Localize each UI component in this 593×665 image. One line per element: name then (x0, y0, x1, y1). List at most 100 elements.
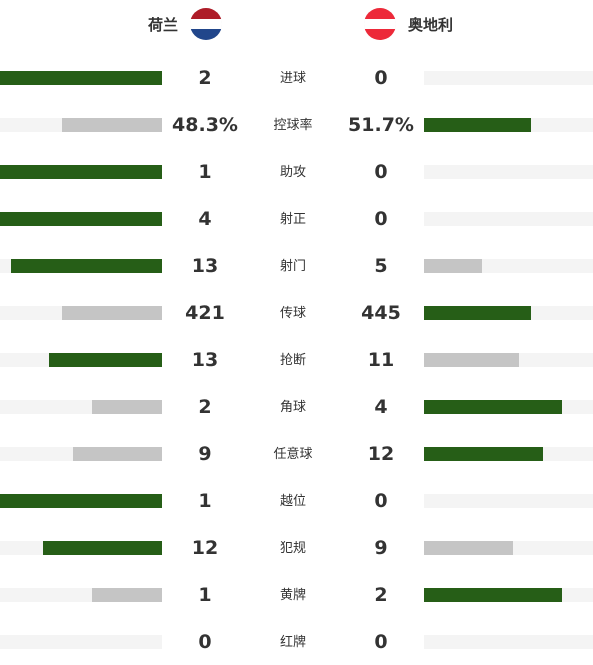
stat-label: 助攻 (279, 165, 306, 180)
home-stat-bar-track (0, 71, 162, 85)
home-stat-value: 9 (198, 443, 212, 465)
home-stat-value: 13 (191, 255, 219, 277)
away-stat-bar-track (424, 541, 593, 555)
away-stat-bar (424, 400, 563, 414)
stat-row: 48.3% 控球率 51.7% (0, 114, 593, 138)
away-stat-bar-track (424, 118, 593, 132)
home-stat-bar-track (0, 541, 162, 555)
home-stat-bar (73, 447, 162, 461)
away-stat-bar (424, 259, 482, 273)
home-stat-value: 1 (198, 490, 212, 512)
stat-label: 犯规 (279, 541, 306, 556)
home-stat-bar-track (0, 306, 162, 320)
austria-flag-icon (364, 8, 396, 40)
stat-row: 2 进球 0 (0, 67, 593, 91)
home-stat-value: 1 (198, 584, 212, 606)
home-stat-bar-track (0, 259, 162, 273)
away-team-name: 奥地利 (408, 15, 454, 34)
away-stat-value: 11 (367, 349, 395, 371)
stat-label: 任意球 (273, 447, 313, 462)
home-stat-bar (62, 118, 162, 132)
home-stat-bar-track (0, 635, 162, 649)
home-stat-bar-track (0, 447, 162, 461)
stat-row: 13 射门 5 (0, 255, 593, 279)
away-stat-bar-track (424, 165, 593, 179)
stat-row: 13 抢断 11 (0, 349, 593, 373)
home-stat-value: 2 (198, 396, 212, 418)
away-stat-value: 0 (374, 208, 388, 230)
away-stat-bar (424, 306, 531, 320)
away-stat-value: 4 (374, 396, 388, 418)
away-stat-bar (424, 447, 543, 461)
stat-row: 4 射正 0 (0, 208, 593, 232)
home-team-header: 荷兰 (0, 8, 222, 40)
home-stat-value: 4 (198, 208, 212, 230)
home-stat-bar-track (0, 588, 162, 602)
home-stat-value: 2 (198, 67, 212, 89)
home-stat-bar (42, 541, 162, 555)
away-stat-value: 0 (374, 67, 388, 89)
flag-stripe-bottom (190, 29, 222, 40)
stat-label: 射门 (279, 259, 306, 274)
netherlands-flag-icon (190, 8, 222, 40)
away-stat-value: 0 (374, 631, 388, 653)
home-stat-bar-track (0, 212, 162, 226)
away-stat-bar-track (424, 400, 593, 414)
away-stat-bar-track (424, 635, 593, 649)
away-stat-bar (424, 541, 514, 555)
stat-label: 射正 (279, 212, 306, 227)
home-stat-value: 12 (191, 537, 219, 559)
away-stat-bar-track (424, 353, 593, 367)
home-stat-value: 421 (185, 302, 225, 324)
stat-row: 9 任意球 12 (0, 443, 593, 467)
flag-stripe-bottom (364, 29, 396, 40)
away-stat-bar-track (424, 494, 593, 508)
home-stat-bar (0, 494, 162, 508)
home-stat-bar-track (0, 400, 162, 414)
stat-row: 12 犯规 9 (0, 537, 593, 561)
home-stat-bar-track (0, 118, 162, 132)
home-team-name: 荷兰 (147, 15, 178, 34)
away-team-header: 奥地利 (364, 8, 593, 40)
stat-row: 1 越位 0 (0, 490, 593, 514)
stat-row: 0 红牌 0 (0, 631, 593, 655)
away-stat-value: 0 (374, 490, 388, 512)
stat-label: 抢断 (279, 353, 306, 368)
stat-row: 2 角球 4 (0, 396, 593, 420)
flag-stripe-middle (364, 18, 396, 30)
home-stat-bar (11, 259, 162, 273)
home-stat-bar (92, 588, 162, 602)
away-stat-bar (424, 588, 563, 602)
stat-label: 越位 (279, 494, 306, 509)
stat-row: 1 黄牌 2 (0, 584, 593, 608)
away-stat-value: 0 (374, 161, 388, 183)
away-stat-value: 2 (374, 584, 388, 606)
home-stat-value: 13 (191, 349, 219, 371)
away-stat-value: 12 (367, 443, 395, 465)
home-stat-bar (62, 306, 162, 320)
home-stat-bar (0, 165, 162, 179)
away-stat-value: 9 (374, 537, 388, 559)
away-stat-value: 445 (361, 302, 401, 324)
home-stat-value: 0 (198, 631, 212, 653)
home-stat-bar-track (0, 165, 162, 179)
stat-row: 421 传球 445 (0, 302, 593, 326)
home-stat-bar (0, 212, 162, 226)
home-stat-bar-track (0, 353, 162, 367)
home-stat-value: 48.3% (172, 114, 238, 136)
stat-label: 黄牌 (279, 588, 306, 603)
stat-label: 进球 (279, 71, 306, 86)
away-stat-bar (424, 118, 531, 132)
home-stat-bar (92, 400, 162, 414)
flag-stripe-middle (190, 18, 222, 30)
home-stat-bar (48, 353, 162, 367)
away-stat-bar-track (424, 212, 593, 226)
stat-row: 1 助攻 0 (0, 161, 593, 185)
flag-stripe-top (364, 8, 396, 19)
stat-label: 控球率 (273, 118, 313, 133)
away-stat-value: 51.7% (348, 114, 414, 136)
flag-stripe-top (190, 8, 222, 19)
home-stat-value: 1 (198, 161, 212, 183)
stat-label: 红牌 (279, 635, 306, 650)
stat-label: 传球 (279, 306, 306, 321)
